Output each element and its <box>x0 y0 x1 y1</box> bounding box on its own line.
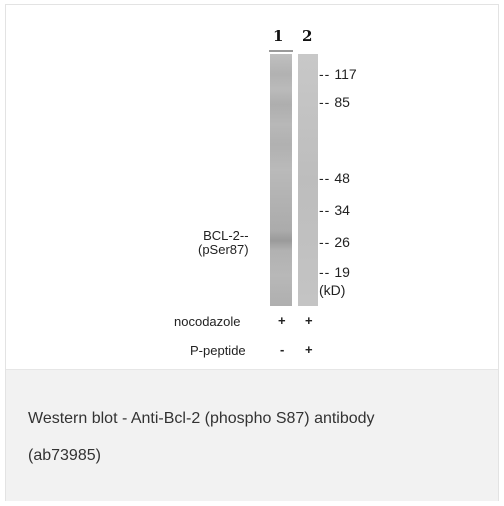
caption-line-2: (ab73985) <box>28 447 101 464</box>
treatment-label-p-peptide: P-peptide <box>190 343 246 358</box>
western-blot-figure: 1 2 -- 117 -- 85 -- 48 -- 34 -- 26 -- 19 (kD) … <box>6 5 498 369</box>
marker-34: -- 34 <box>319 202 350 218</box>
marker-85: -- 85 <box>319 94 350 110</box>
marker-26: -- 26 <box>319 234 350 250</box>
lane-top-mark <box>269 50 293 52</box>
treatment-sign: + <box>278 313 286 328</box>
image-caption: Western blot - Anti-Bcl-2 (phospho S87) … <box>28 400 478 474</box>
blot-lane-2 <box>298 54 318 306</box>
marker-48: -- 48 <box>319 170 350 186</box>
lane-number-1: 1 <box>273 27 284 45</box>
treatment-label-nocodazole: nocodazole <box>174 314 241 329</box>
treatment-sign: + <box>305 313 313 328</box>
treatment-sign: + <box>305 342 313 357</box>
blot-lane-1 <box>270 54 292 306</box>
image-card: 1 2 -- 117 -- 85 -- 48 -- 34 -- 26 -- 19 (kD) … <box>5 4 499 501</box>
treatment-sign: - <box>280 342 285 357</box>
band-label: BCL-2-- (pSer87) <box>198 228 249 257</box>
marker-117: -- 117 <box>319 66 357 82</box>
caption-line-1: Western blot - Anti-Bcl-2 (phospho S87) … <box>28 410 375 427</box>
unit-label: (kD) <box>319 282 346 298</box>
lane-number-2: 2 <box>302 27 313 45</box>
marker-19: -- 19 <box>319 264 350 280</box>
caption-panel: Western blot - Anti-Bcl-2 (phospho S87) … <box>6 369 498 501</box>
